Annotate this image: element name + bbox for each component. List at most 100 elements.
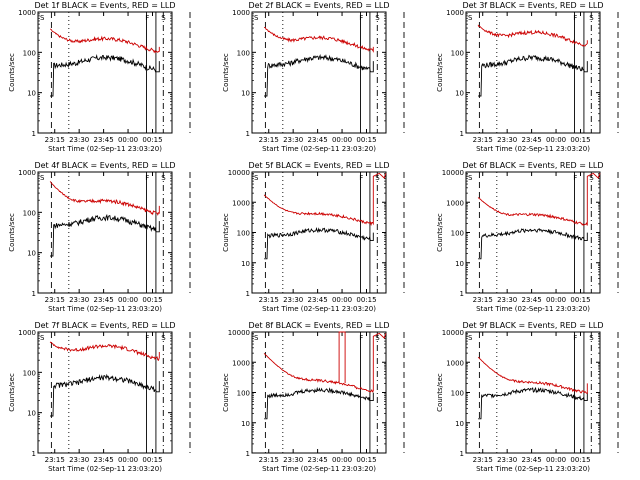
x-axis-label: Start Time (02-Sep-11 23:03:20) [262,305,376,313]
chart-title: Det 2f BLACK = Events, RED = LLD [248,1,389,10]
y-tick-label: 10 [455,90,464,98]
x-tick-label: 23:15 [473,296,493,304]
y-tick-label: 1000 [18,329,36,337]
y-axis-label: Counts/sec [222,53,230,92]
chart-title: Det 5f BLACK = Events, RED = LLD [248,161,389,170]
x-tick-label: 00:15 [570,456,590,464]
x-tick-label: 23:30 [69,456,89,464]
chart-title: Det 1f BLACK = Events, RED = LLD [34,1,175,10]
y-tick-label: 1 [32,450,36,458]
time-marker: S [468,14,473,22]
y-tick-label: 10000 [228,329,250,337]
x-tick-label: 23:45 [522,136,542,144]
y-tick-label: 10000 [442,169,464,177]
panel-det-8: Det 8f BLACK = Events, RED = LLD 1 10 100 10… [222,321,405,473]
time-marker: F [573,334,577,342]
x-tick-label: 23:15 [259,296,279,304]
lld-series-line [50,28,160,54]
plot-frame [37,331,173,454]
x-tick-label: 23:15 [259,456,279,464]
panel-det-7: Det 7f BLACK = Events, RED = LLD 1 10 100 10… [8,321,191,473]
time-marker: S [40,174,45,182]
x-tick-label: 00:15 [356,296,376,304]
x-tick-label: 23:45 [522,296,542,304]
x-tick-label: 23:30 [283,136,303,144]
time-marker: S [589,334,594,342]
y-axis-label: Counts/sec [436,373,444,412]
x-tick-label: 23:45 [94,456,114,464]
lld-series-line [263,26,374,53]
x-tick-label: 23:45 [522,456,542,464]
y-tick-label: 10 [27,410,36,418]
time-marker: S [589,14,594,22]
x-axis-label: Start Time (02-Sep-11 23:03:20) [48,305,162,313]
events-series-line [50,54,160,97]
y-tick-label: 100 [23,49,36,57]
y-tick-label: 1 [460,290,464,298]
plot-frame [251,171,387,294]
y-tick-label: 1 [246,290,250,298]
y-tick-label: 1000 [18,169,36,177]
lld-series-line [263,332,387,393]
time-marker: S [40,334,45,342]
x-tick-label: 23:30 [69,136,89,144]
lld-series-line [477,172,601,226]
time-marker: F [145,174,149,182]
x-axis-label: Start Time (02-Sep-11 23:03:20) [476,465,590,473]
panel-det-6: Det 6f BLACK = Events, RED = LLD 1 10 100 10… [436,161,619,313]
y-tick-label: 100 [451,49,464,57]
lld-series-line [49,181,160,216]
x-axis-label: Start Time (02-Sep-11 23:03:20) [476,305,590,313]
y-tick-label: 1000 [446,9,464,17]
chart-title: Det 7f BLACK = Events, RED = LLD [34,321,175,330]
y-tick-label: 1000 [18,9,36,17]
y-axis-label: Counts/sec [436,213,444,252]
time-marker: S [254,174,259,182]
y-axis-label: Counts/sec [222,213,230,252]
y-tick-label: 10 [241,420,250,428]
y-tick-label: 100 [451,230,464,238]
y-tick-label: 10 [241,90,250,98]
panel-det-1: Det 1f BLACK = Events, RED = LLD 1 10 100 10… [8,1,191,153]
x-axis-label: Start Time (02-Sep-11 23:03:20) [262,465,376,473]
panel-det-9: Det 9f BLACK = Events, RED = LLD 1 10 100 10… [436,321,619,473]
y-tick-label: 1000 [232,359,250,367]
x-tick-label: 00:15 [142,136,162,144]
y-axis-label: Counts/sec [8,373,16,412]
time-marker: S [40,14,45,22]
y-tick-label: 1 [246,450,250,458]
time-marker: F [359,174,363,182]
time-marker: F [145,334,149,342]
x-axis-label: Start Time (02-Sep-11 23:03:20) [262,145,376,153]
x-axis-label: Start Time (02-Sep-11 23:03:20) [48,465,162,473]
y-tick-label: 1 [460,450,464,458]
lld-series-line [263,172,387,227]
x-tick-label: 23:45 [308,296,328,304]
y-tick-label: 10000 [442,329,464,337]
y-tick-label: 1 [32,130,36,138]
y-tick-label: 1 [32,290,36,298]
events-series-line [50,373,160,417]
panel-det-3: Det 3f BLACK = Events, RED = LLD 1 10 100 10… [436,1,619,153]
y-tick-label: 10 [455,420,464,428]
x-tick-label: 23:30 [69,296,89,304]
plot-frame [37,11,173,134]
plot-frame [465,331,601,454]
time-marker: F [573,174,577,182]
lld-series-line [477,356,588,394]
y-tick-label: 10 [27,90,36,98]
x-tick-label: 00:00 [118,136,138,144]
y-tick-label: 1 [246,130,250,138]
y-tick-label: 100 [237,390,250,398]
x-tick-label: 23:30 [283,456,303,464]
x-tick-label: 00:00 [332,456,352,464]
x-axis-label: Start Time (02-Sep-11 23:03:20) [476,145,590,153]
y-tick-label: 1000 [232,199,250,207]
time-marker: S [375,334,380,342]
x-tick-label: 23:15 [473,456,493,464]
lld-series-line [49,341,160,362]
plot-frame [251,331,387,454]
x-tick-label: 23:30 [497,456,517,464]
x-tick-label: 23:15 [45,296,65,304]
